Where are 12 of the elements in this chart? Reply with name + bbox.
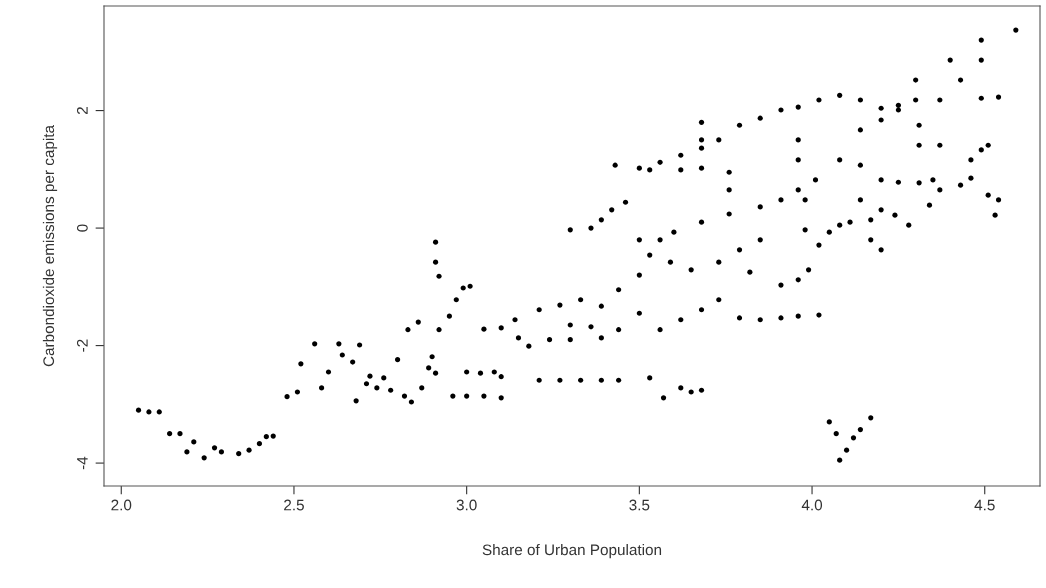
- x-tick-label: 3.0: [456, 499, 477, 511]
- y-tick-label: 0: [76, 224, 88, 232]
- y-tick-label: -2: [76, 339, 88, 352]
- y-tick-label: -4: [77, 456, 88, 470]
- x-tick-label: 3.5: [629, 499, 650, 511]
- x-axis-title: Share of Urban Population: [482, 543, 662, 559]
- y-axis-title: Carbondioxide emissions per capita: [42, 124, 58, 367]
- x-tick-label: 2.0: [111, 499, 132, 511]
- x-tick-label: 4.0: [801, 499, 823, 511]
- x-tick-label: 4.5: [974, 499, 995, 511]
- y-tick-label: 2: [76, 107, 88, 115]
- x-tick-label: 2.5: [284, 499, 304, 511]
